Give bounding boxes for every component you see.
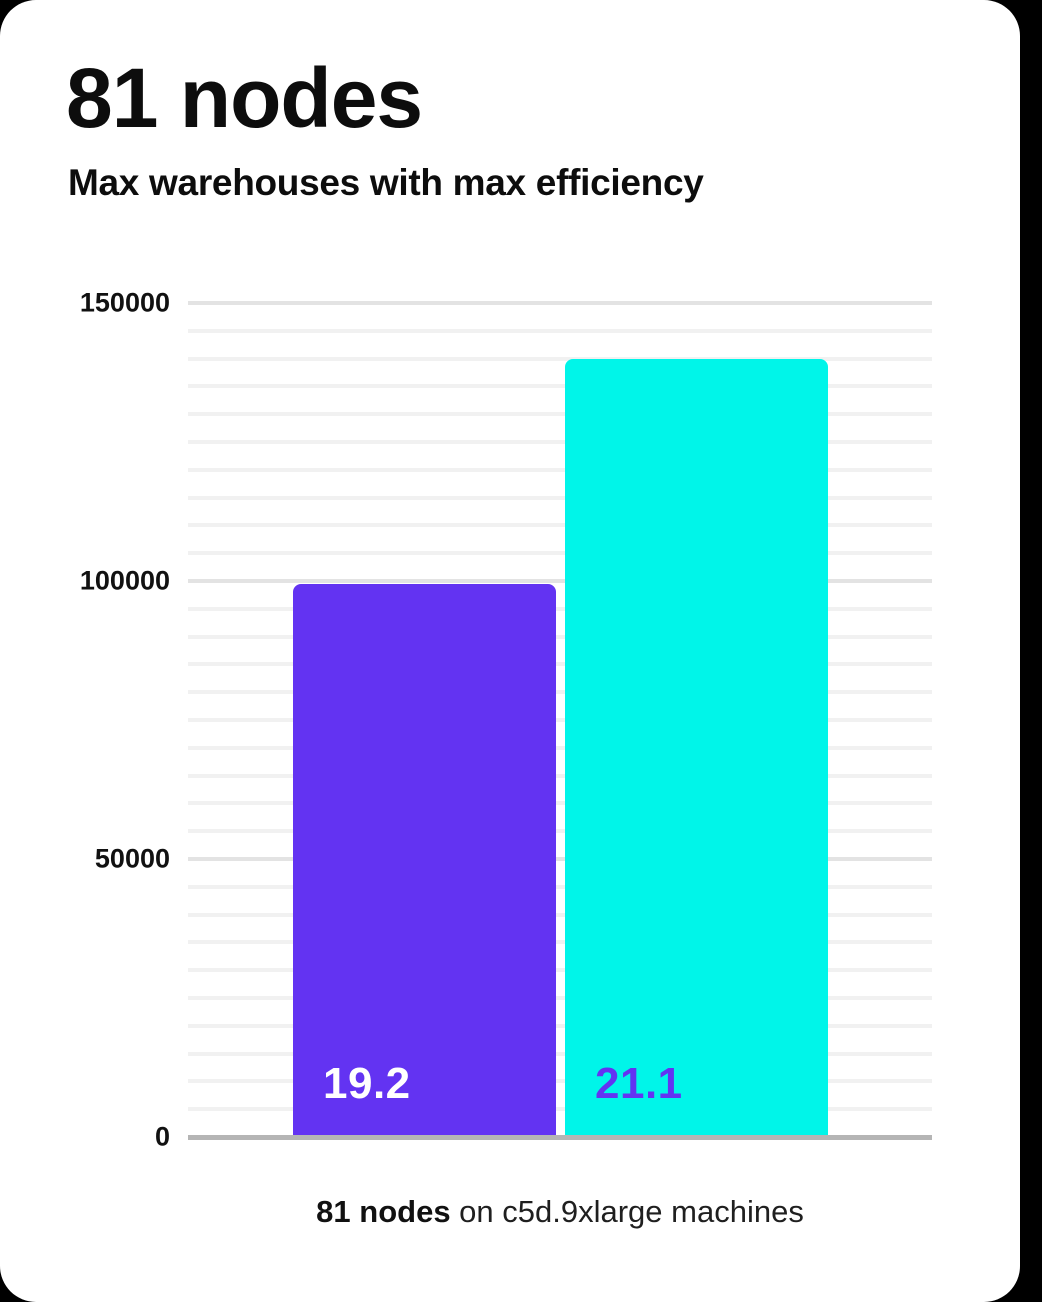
bar-value-label: 21.1 [595, 1059, 683, 1108]
minor-gridline [188, 940, 932, 945]
y-axis-tick-label: 50000 [94, 843, 170, 874]
minor-gridline [188, 356, 932, 361]
minor-gridline [188, 467, 932, 472]
minor-gridline [188, 662, 932, 667]
minor-gridline [188, 551, 932, 556]
major-gridline [188, 579, 932, 583]
minor-gridline [188, 829, 932, 834]
minor-gridline [188, 1051, 932, 1056]
minor-gridline [188, 412, 932, 417]
minor-gridline [188, 495, 932, 500]
bar-2: 21.1 [565, 359, 828, 1137]
x-axis-line [188, 1135, 932, 1140]
chart-subtitle: Max warehouses with max efficiency [68, 162, 704, 203]
minor-gridline [188, 1107, 932, 1112]
y-axis-tick-label: 0 [154, 1121, 170, 1152]
minor-gridline [188, 718, 932, 722]
minor-gridline [188, 801, 932, 806]
chart-card: 81 nodes Max warehouses with max efficie… [0, 0, 1020, 1302]
y-axis-labels: 0 50000 100000 150000 [0, 288, 170, 1152]
chart-caption: 81 nodes on c5d.9xlarge machines [188, 1194, 932, 1230]
bar-value-label: 19.2 [323, 1059, 411, 1108]
plot-area: 19.2 21.1 [188, 301, 932, 1140]
major-gridline [188, 857, 932, 861]
chart-title: 81 nodes [66, 51, 423, 145]
y-axis-tick-label: 100000 [79, 565, 170, 596]
minor-gridline [188, 523, 932, 528]
minor-gridline [188, 634, 932, 639]
minor-gridline [188, 1023, 932, 1028]
minor-gridline [188, 384, 932, 389]
minor-gridline [188, 745, 932, 750]
minor-gridline [188, 440, 932, 444]
minor-gridline [188, 884, 932, 889]
minor-gridline [188, 690, 932, 695]
minor-gridline [188, 912, 932, 917]
minor-gridline [188, 968, 932, 973]
minor-gridline [188, 1079, 932, 1084]
y-axis-tick-label: 150000 [79, 287, 170, 318]
minor-gridline [188, 328, 932, 333]
caption-bold-text: 81 nodes [316, 1194, 451, 1229]
caption-regular-text: on c5d.9xlarge machines [450, 1194, 804, 1229]
bar-1: 19.2 [293, 584, 556, 1137]
minor-gridline [188, 996, 932, 1000]
minor-gridline [188, 773, 932, 778]
major-gridline [188, 301, 932, 305]
minor-gridline [188, 606, 932, 611]
